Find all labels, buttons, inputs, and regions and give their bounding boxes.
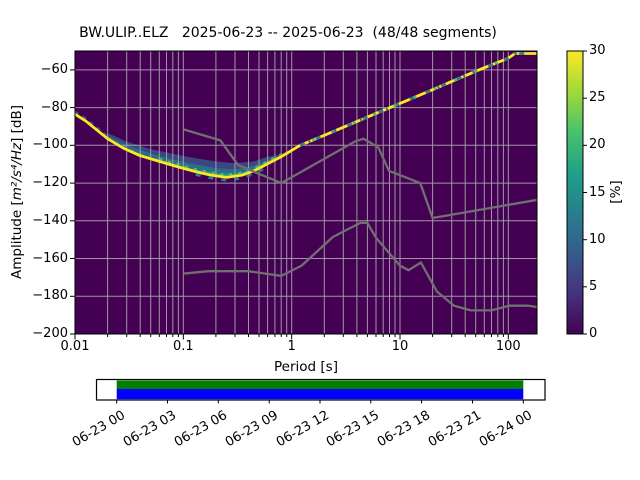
colorbar-label: [%] (608, 180, 624, 204)
x-tick-label: 1 (287, 338, 296, 354)
plot-background (75, 51, 537, 334)
y-tick-label: −100 (32, 137, 68, 153)
x-axis-label: Period [s] (274, 359, 338, 375)
timeline-ticks (116, 400, 524, 404)
colorbar-tick-label: 30 (589, 43, 606, 59)
colorbar-ticks (583, 50, 587, 335)
plot-title: BW.ULIP..ELZ 2025-06-23 -- 2025-06-23 (4… (79, 25, 497, 41)
axis-ticks (70, 69, 509, 340)
psd-fringe-line (75, 110, 160, 160)
psd-probability-band (107, 133, 292, 170)
y-axis-label-post: ] [dB] (9, 104, 25, 143)
y-axis-label-pre: Amplitude [ (9, 200, 25, 280)
colorbar-tick-label: 25 (589, 90, 606, 106)
grid-lines (75, 51, 537, 334)
y-axis-label: Amplitude [m²/s⁴/Hz] [dB] (9, 105, 25, 279)
psd-mode-line (75, 52, 537, 179)
x-tick-label: 100 (495, 338, 521, 354)
colorbar-tick-label: 0 (589, 326, 598, 342)
y-tick-label: −120 (32, 175, 68, 191)
nlnm-line (183, 221, 537, 312)
y-tick-label: −180 (32, 288, 68, 304)
y-tick-label: −200 (32, 326, 68, 342)
axes-frame (74, 50, 538, 335)
colorbar-tick-label: 15 (589, 184, 606, 200)
psd-rise-speckle-teal (299, 52, 537, 147)
x-tick-label: 0.01 (60, 338, 90, 354)
y-tick-label: −80 (40, 99, 68, 115)
colorbar-tick-label: 10 (589, 231, 606, 247)
psd-probability-band (107, 135, 292, 174)
timeline-coverage-bar (116, 380, 524, 389)
x-tick-label: 10 (391, 338, 409, 354)
x-tick-label: 0.1 (172, 338, 194, 354)
psd-below-speckle (195, 165, 269, 182)
colorbar-gradient (567, 51, 583, 334)
colorbar-tick-label: 5 (589, 278, 598, 294)
timeline-processed-bar (116, 389, 524, 400)
y-tick-label: −140 (32, 212, 68, 228)
colorbar-tick-label: 20 (589, 137, 606, 153)
y-tick-label: −160 (32, 250, 68, 266)
y-tick-label: −60 (40, 62, 68, 78)
y-axis-label-math: m²/s⁴/Hz (9, 142, 25, 201)
nhnm-line (182, 128, 537, 220)
